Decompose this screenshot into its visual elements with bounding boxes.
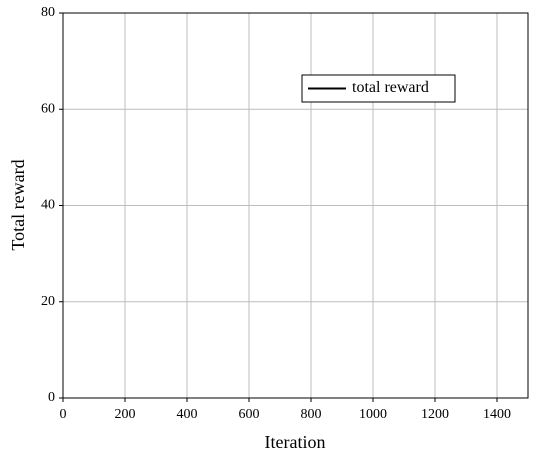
y-tick-label: 40	[41, 198, 55, 213]
legend-label: total reward	[352, 79, 429, 96]
x-tick-label: 800	[301, 407, 322, 422]
x-tick-label: 1400	[483, 407, 511, 422]
plot-frame	[62, 12, 529, 399]
x-tick-label: 0	[60, 407, 67, 422]
y-tick-label: 20	[41, 294, 55, 309]
x-tick-label: 600	[239, 407, 260, 422]
x-axis-title: Iteration	[265, 432, 326, 452]
y-axis-title: Total reward	[8, 159, 28, 250]
y-tick-label: 60	[41, 101, 55, 116]
x-tick-label: 1000	[359, 407, 387, 422]
legend-box	[301, 74, 456, 103]
x-tick-label: 200	[115, 407, 136, 422]
y-tick-label: 80	[41, 5, 55, 20]
x-tick-label: 400	[177, 407, 198, 422]
x-tick-label: 1200	[421, 407, 449, 422]
y-tick-label: 0	[48, 390, 55, 405]
